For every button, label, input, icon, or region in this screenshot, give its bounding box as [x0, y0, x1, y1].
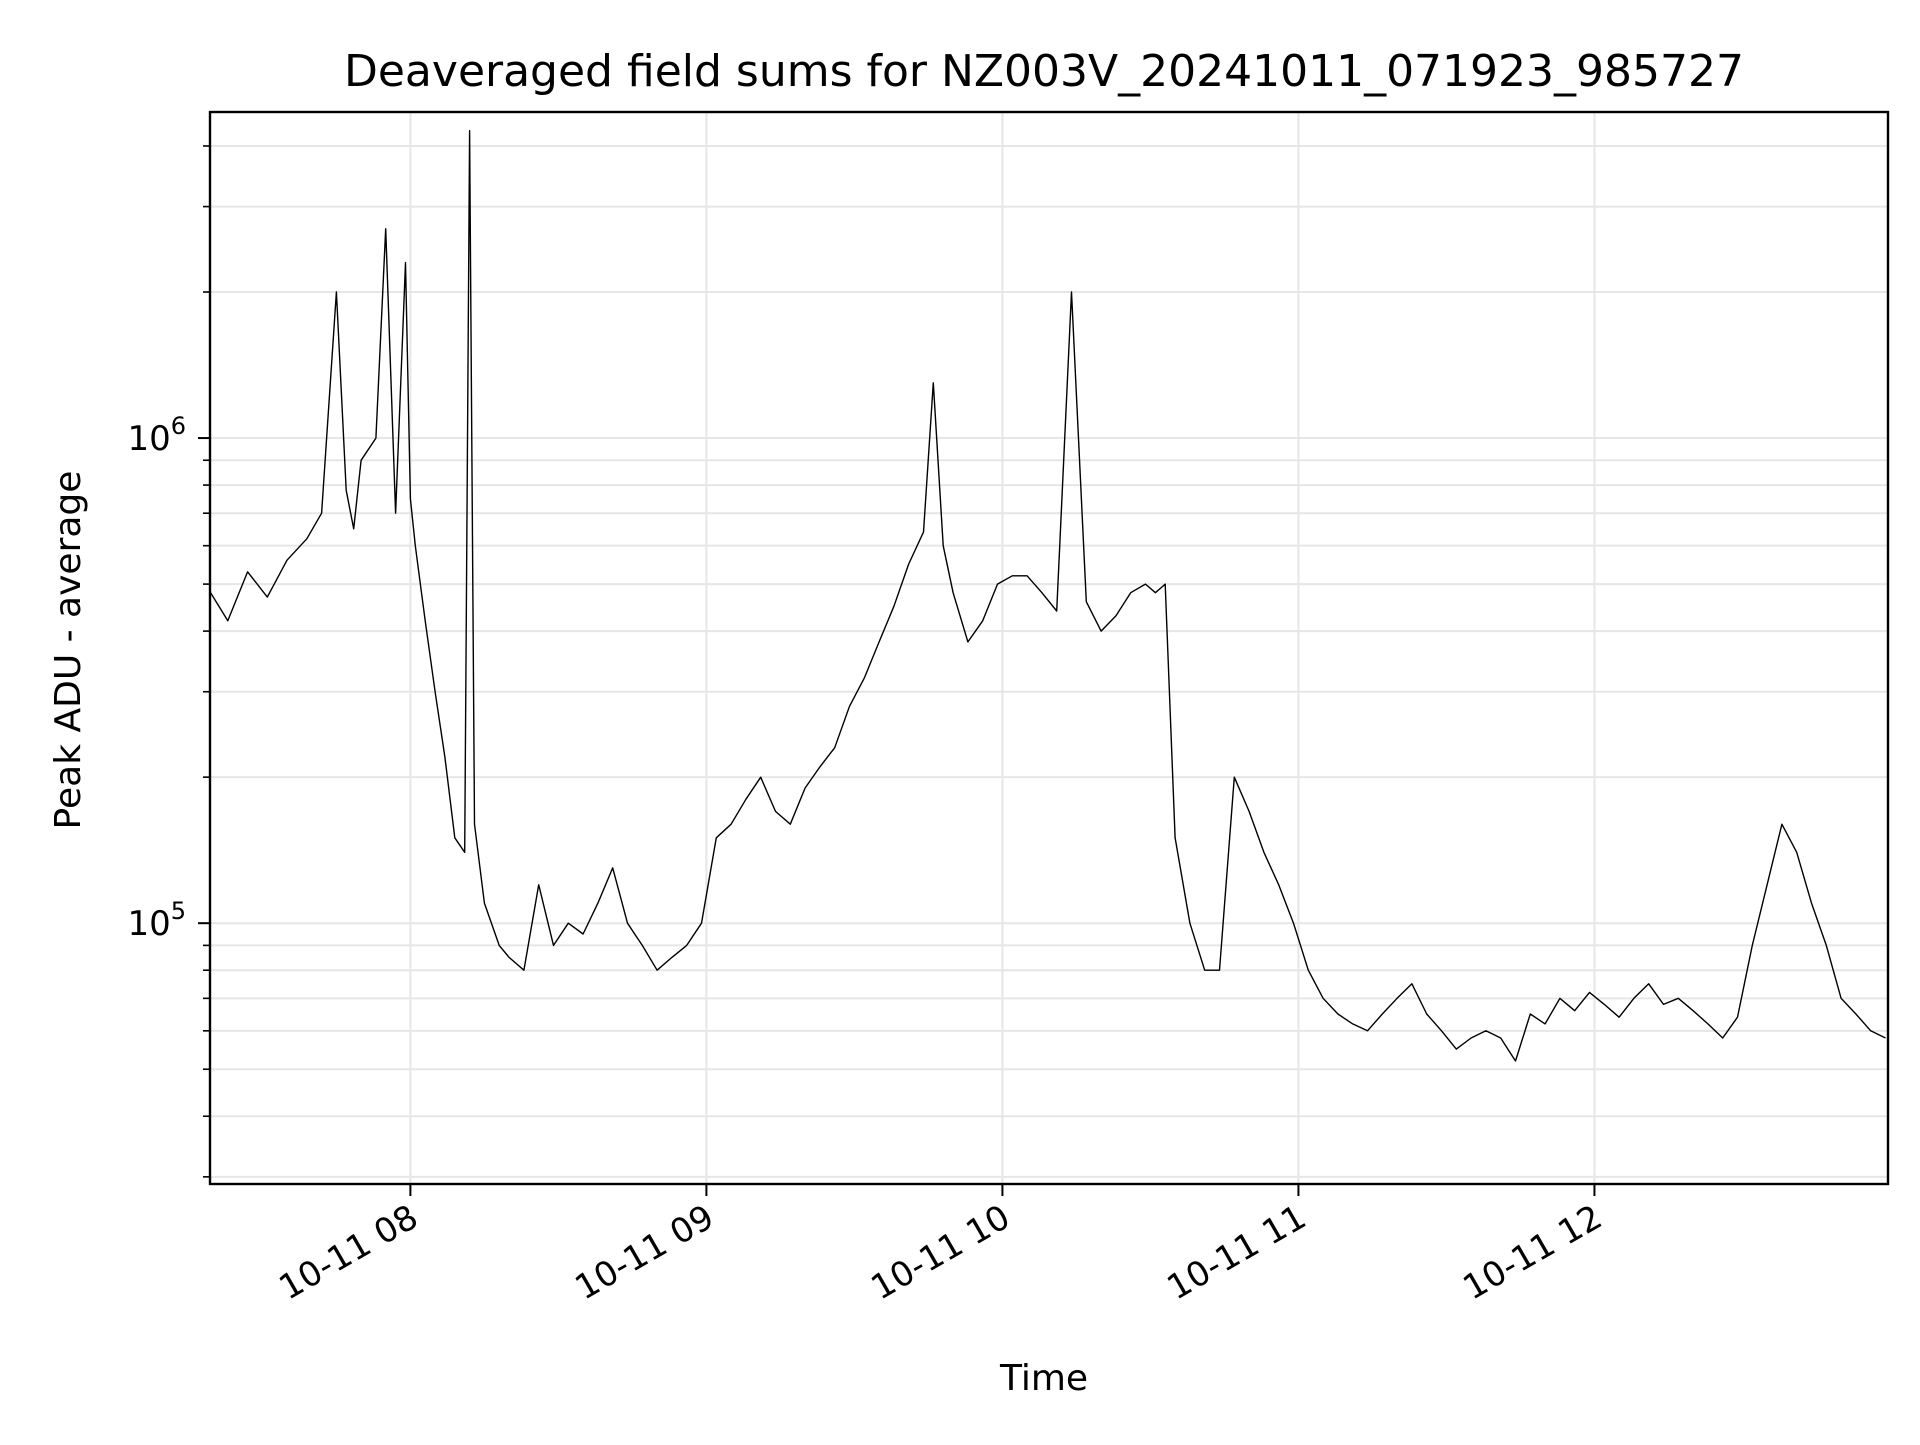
y-axis-label: Peak ADU - average	[48, 471, 89, 830]
chart-title: Deaveraged field sums for NZ003V_2024101…	[344, 46, 1744, 97]
x-tick-label: 10-11 09	[569, 1197, 721, 1308]
x-axis-label: Time	[999, 1358, 1088, 1399]
x-tick-label: 10-11 08	[272, 1197, 424, 1308]
x-tick-label: 10-11 12	[1457, 1197, 1609, 1308]
grid-lines	[210, 112, 1888, 1184]
plot-frame	[208, 110, 1890, 1186]
x-tick-label: 10-11 10	[865, 1197, 1017, 1308]
x-tick-label: 10-11 11	[1161, 1197, 1313, 1308]
axes: 105 106 10-11 08 10-11 09 10-11 10 10-11 11 10…	[127, 145, 1609, 1308]
y-tick-label: 105	[127, 897, 186, 944]
y-tick-label: 106	[127, 412, 186, 459]
series-line	[210, 130, 1886, 1062]
